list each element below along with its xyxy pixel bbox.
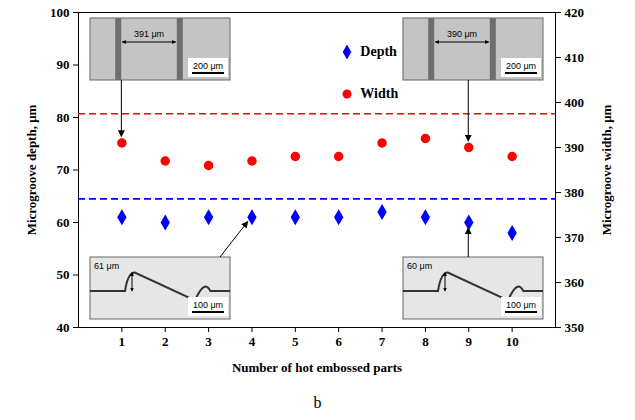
svg-text:90: 90	[57, 57, 70, 72]
svg-text:Number of hot embossed parts: Number of hot embossed parts	[232, 360, 402, 375]
svg-text:Microgroove depth, μm: Microgroove depth, μm	[24, 104, 39, 235]
html-text:Width: Width	[360, 86, 399, 101]
svg-text:70: 70	[57, 162, 70, 177]
svg-text:360: 360	[565, 275, 585, 290]
svg-text:Microgroove width, μm: Microgroove width, μm	[599, 104, 614, 235]
svg-text:350: 350	[565, 320, 585, 335]
svg-text:1: 1	[119, 334, 126, 349]
svg-text:40: 40	[57, 320, 70, 335]
svg-text:391 μm: 391 μm	[134, 29, 164, 39]
svg-text:390: 390	[565, 140, 585, 155]
svg-text:3: 3	[205, 334, 212, 349]
svg-text:6: 6	[335, 334, 342, 349]
svg-text:61 μm: 61 μm	[94, 261, 119, 271]
svg-text:2: 2	[162, 334, 169, 349]
html-text:Depth: Depth	[360, 44, 397, 59]
svg-text:410: 410	[565, 50, 585, 65]
svg-text:100 μm: 100 μm	[193, 300, 223, 310]
svg-text:7: 7	[379, 334, 386, 349]
svg-text:4: 4	[249, 334, 256, 349]
svg-text:200 μm: 200 μm	[506, 61, 536, 71]
html-text:b: b	[313, 394, 322, 411]
svg-text:8: 8	[422, 334, 429, 349]
svg-text:60: 60	[57, 215, 70, 230]
svg-text:400: 400	[565, 95, 585, 110]
svg-text:100: 100	[50, 5, 70, 20]
svg-text:9: 9	[466, 334, 473, 349]
svg-text:10: 10	[506, 334, 519, 349]
svg-text:200 μm: 200 μm	[193, 61, 223, 71]
svg-text:380: 380	[565, 185, 585, 200]
svg-text:420: 420	[565, 5, 585, 20]
svg-text:60 μm: 60 μm	[407, 261, 432, 271]
svg-text:370: 370	[565, 230, 585, 245]
svg-text:100 μm: 100 μm	[506, 300, 536, 310]
svg-text:80: 80	[57, 110, 70, 125]
svg-text:50: 50	[57, 267, 70, 282]
svg-text:390 μm: 390 μm	[447, 29, 477, 39]
svg-text:5: 5	[292, 334, 299, 349]
